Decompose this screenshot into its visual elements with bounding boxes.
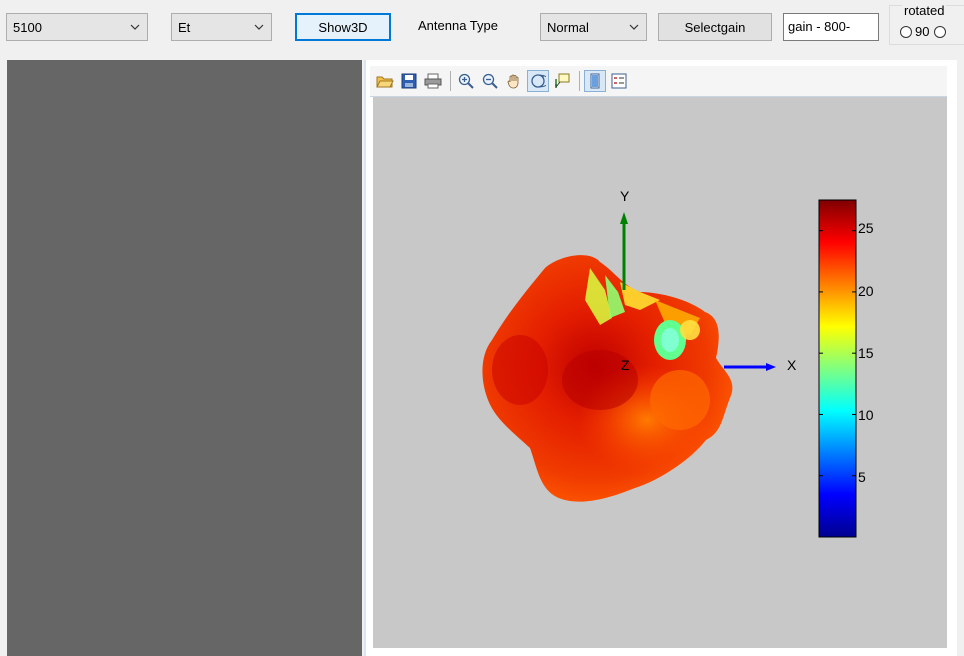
chevron-down-icon — [253, 21, 265, 33]
gain-textbox[interactable]: gain - 800- — [783, 13, 879, 41]
show3d-button-label: Show3D — [318, 19, 368, 35]
rotated-group-title: rotated — [902, 3, 947, 18]
print-icon[interactable] — [422, 70, 444, 92]
toolbar-separator — [579, 71, 580, 91]
y-axis-arrow — [620, 212, 628, 290]
colorbar-icon[interactable] — [584, 70, 606, 92]
rotated-radio-90[interactable]: 90 — [900, 24, 947, 39]
radio-icon[interactable] — [934, 25, 947, 38]
frequency-select-value: 5100 — [13, 19, 42, 35]
colorbar — [818, 199, 857, 538]
rotate-3d-icon[interactable] — [527, 70, 549, 92]
radio-icon[interactable] — [900, 25, 912, 38]
colorbar-tick-label: 15 — [858, 345, 874, 361]
data-cursor-icon[interactable] — [551, 70, 573, 92]
antenna-type-label: Antenna Type — [418, 18, 498, 33]
colorbar-tick-label: 20 — [858, 283, 874, 299]
colorbar-tick-marks — [819, 230, 856, 477]
frequency-select[interactable]: 5100 — [6, 13, 148, 41]
colorbar-tick-label: 5 — [858, 469, 866, 485]
toolbar-separator — [450, 71, 451, 91]
axis-label-y: Y — [620, 188, 630, 204]
chevron-down-icon — [129, 21, 141, 33]
save-icon[interactable] — [398, 70, 420, 92]
pan-icon[interactable] — [503, 70, 525, 92]
colorbar-tick-label: 25 — [858, 220, 874, 236]
rotated-radio-90-label: 90 — [915, 24, 930, 39]
axis-label-x: X — [787, 357, 797, 373]
rotated-group: rotated 90 — [889, 3, 964, 45]
x-axis-arrow — [724, 363, 776, 371]
legend-icon[interactable] — [608, 70, 630, 92]
axis-label-z: Z — [621, 357, 630, 373]
colorbar-tick-label: 10 — [858, 407, 874, 423]
antenna-type-select[interactable]: Normal — [540, 13, 647, 41]
antenna-type-select-value: Normal — [547, 19, 589, 35]
selectgain-button[interactable]: Selectgain — [658, 13, 772, 41]
selectgain-button-label: Selectgain — [684, 19, 746, 35]
figure-toolbar — [370, 66, 947, 97]
radiation-surface — [482, 255, 733, 502]
open-icon[interactable] — [374, 70, 396, 92]
zoom-in-icon[interactable] — [455, 70, 477, 92]
show3d-button[interactable]: Show3D — [295, 13, 391, 41]
field-select[interactable]: Et — [171, 13, 272, 41]
zoom-out-icon[interactable] — [479, 70, 501, 92]
left-panel — [7, 60, 362, 656]
field-select-value: Et — [178, 19, 191, 35]
chevron-down-icon — [628, 21, 640, 33]
